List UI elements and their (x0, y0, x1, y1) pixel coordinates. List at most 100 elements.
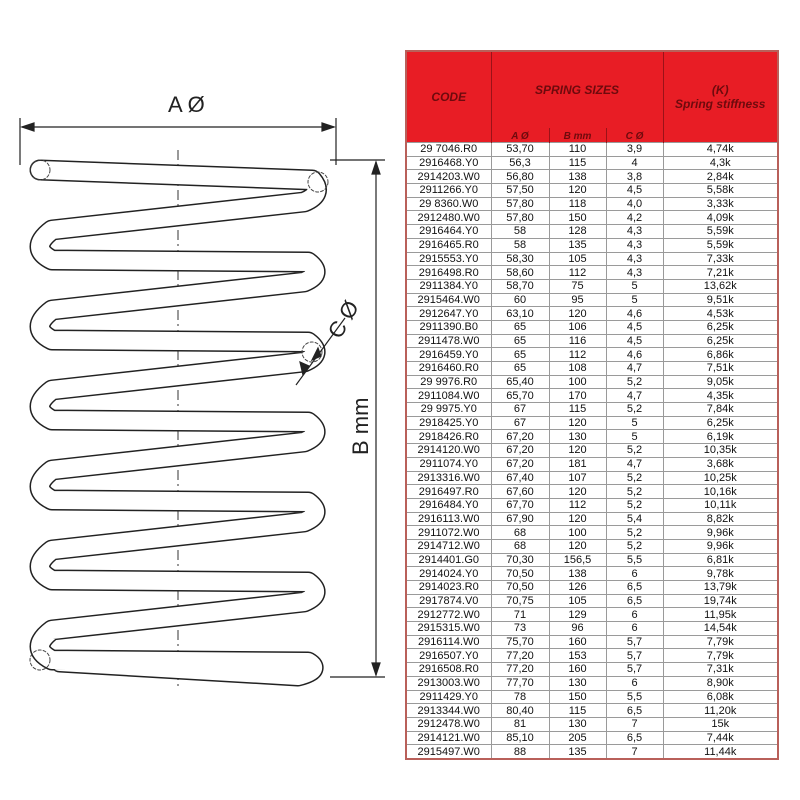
cell-c-wire: 4,2 (605, 210, 664, 226)
cell-c-wire: 4,3 (605, 237, 664, 253)
cell-stiffness: 6,25k (662, 415, 779, 431)
cell-code: 2913003.W0 (405, 675, 492, 691)
cell-stiffness: 10,16k (662, 484, 779, 499)
table-row: 2916465.R0 58 135 4,3 5,59k (405, 237, 779, 253)
cell-b-length: 96 (548, 621, 607, 636)
cell-c-wire: 5,7 (605, 634, 664, 650)
cell-c-wire: 5,7 (605, 662, 664, 677)
cell-b-length: 120 (548, 183, 607, 198)
cell-a-diameter: 67 (490, 402, 550, 417)
cell-a-diameter: 63,10 (490, 306, 550, 321)
table-row: 29 9976.R0 65,40 100 5,2 9,05k (405, 374, 779, 390)
cell-a-diameter: 67,20 (490, 443, 550, 458)
cell-code: 2914712.W0 (405, 538, 492, 554)
cell-a-diameter: 57,50 (490, 183, 550, 198)
cell-b-length: 181 (548, 456, 607, 472)
cell-c-wire: 5 (605, 278, 664, 294)
cell-stiffness: 7,31k (662, 662, 779, 677)
cell-code: 29 9975.Y0 (405, 402, 492, 417)
cell-stiffness: 4,74k (662, 142, 779, 157)
cell-code: 2911478.W0 (405, 333, 492, 349)
cell-a-diameter: 67,70 (490, 497, 550, 513)
cell-a-diameter: 58,70 (490, 278, 550, 294)
table-row: 2914023.R0 70,50 126 6,5 13,79k (405, 580, 779, 595)
cell-a-diameter: 71 (490, 607, 550, 623)
cell-stiffness: 9,78k (662, 566, 779, 581)
cell-a-diameter: 56,80 (490, 169, 550, 185)
cell-code: 29 9976.R0 (405, 374, 492, 390)
cell-stiffness: 7,79k (662, 648, 779, 664)
cell-c-wire: 4,7 (605, 456, 664, 472)
cell-b-length: 128 (548, 224, 607, 239)
cell-code: 2916465.R0 (405, 237, 492, 253)
header-a: A Ø (490, 128, 549, 143)
cell-b-length: 138 (548, 169, 607, 185)
label-b: B mm (348, 398, 373, 455)
cell-a-diameter: 57,80 (490, 196, 550, 212)
cell-stiffness: 11,20k (662, 703, 779, 718)
wire-section-marker (29, 649, 51, 671)
table-row: 2911074.Y0 67,20 181 4,7 3,68k (405, 456, 779, 472)
cell-code: 2911072.W0 (405, 525, 492, 540)
table-row: 2917874.V0 70,75 105 6,5 19,74k (405, 593, 779, 609)
cell-stiffness: 8,82k (662, 511, 779, 527)
cell-stiffness: 6,25k (662, 319, 779, 335)
header-stiffness-k: (K) (711, 83, 729, 97)
cell-code: 2913316.W0 (405, 470, 492, 486)
wire-section-marker (307, 171, 329, 193)
spring-wire (31, 161, 326, 685)
cell-c-wire: 4,5 (605, 183, 664, 198)
cell-c-wire: 5,2 (605, 525, 664, 540)
cell-c-wire: 6,5 (605, 703, 664, 718)
cell-a-diameter: 80,40 (490, 703, 550, 718)
cell-stiffness: 13,62k (662, 278, 779, 294)
cell-stiffness: 7,79k (662, 634, 779, 650)
header-b: B mm (548, 128, 606, 143)
cell-a-diameter: 67,40 (490, 470, 550, 486)
cell-stiffness: 7,51k (662, 361, 779, 376)
table-row: 2914203.W0 56,80 138 3,8 2,84k (405, 169, 779, 185)
cell-c-wire: 5,4 (605, 511, 664, 527)
cell-c-wire: 5 (605, 292, 664, 308)
table-row: 2915464.W0 60 95 5 9,51k (405, 292, 779, 308)
cell-b-length: 150 (548, 210, 607, 226)
cell-stiffness: 4,53k (662, 306, 779, 321)
cell-code: 2916498.R0 (405, 265, 492, 280)
cell-b-length: 130 (548, 429, 607, 445)
cell-b-length: 120 (548, 538, 607, 554)
label-c: C Ø (323, 296, 364, 342)
table-row: 2916484.Y0 67,70 112 5,2 10,11k (405, 497, 779, 513)
cell-stiffness: 5,58k (662, 183, 779, 198)
cell-c-wire: 6,5 (605, 580, 664, 595)
cell-a-diameter: 85,10 (490, 730, 550, 746)
table-row: 2912772.W0 71 129 6 11,95k (405, 607, 779, 623)
cell-c-wire: 6 (605, 566, 664, 581)
cell-stiffness: 4,35k (662, 388, 779, 404)
cell-code: 2916497.R0 (405, 484, 492, 499)
cell-code: 2915497.W0 (405, 744, 492, 760)
cell-code: 29 8360.W0 (405, 196, 492, 212)
cell-b-length: 135 (548, 237, 607, 253)
cell-code: 2914024.Y0 (405, 566, 492, 581)
cell-stiffness: 5,59k (662, 224, 779, 239)
cell-b-length: 75 (548, 278, 607, 294)
cell-a-diameter: 53,70 (490, 142, 550, 157)
cell-code: 2916507.Y0 (405, 648, 492, 664)
cell-stiffness: 3,68k (662, 456, 779, 472)
table-row: 2915315.W0 73 96 6 14,54k (405, 621, 779, 636)
table-row: 2916508.R0 77,20 160 5,7 7,31k (405, 662, 779, 677)
spring-diagram: A Ø B mm C Ø (19, 92, 385, 690)
cell-stiffness: 10,25k (662, 470, 779, 486)
cell-a-diameter: 88 (490, 744, 550, 760)
cell-code: 2911266.Y0 (405, 183, 492, 198)
cell-stiffness: 8,90k (662, 675, 779, 691)
cell-c-wire: 7 (605, 716, 664, 732)
cell-code: 2916468.Y0 (405, 155, 492, 171)
cell-stiffness: 5,59k (662, 237, 779, 253)
cell-c-wire: 4,3 (605, 251, 664, 267)
table-row: 2912480.W0 57,80 150 4,2 4,09k (405, 210, 779, 226)
cell-stiffness: 11,44k (662, 744, 779, 760)
cell-code: 2911074.Y0 (405, 456, 492, 472)
cell-a-diameter: 65 (490, 333, 550, 349)
cell-b-length: 112 (548, 497, 607, 513)
